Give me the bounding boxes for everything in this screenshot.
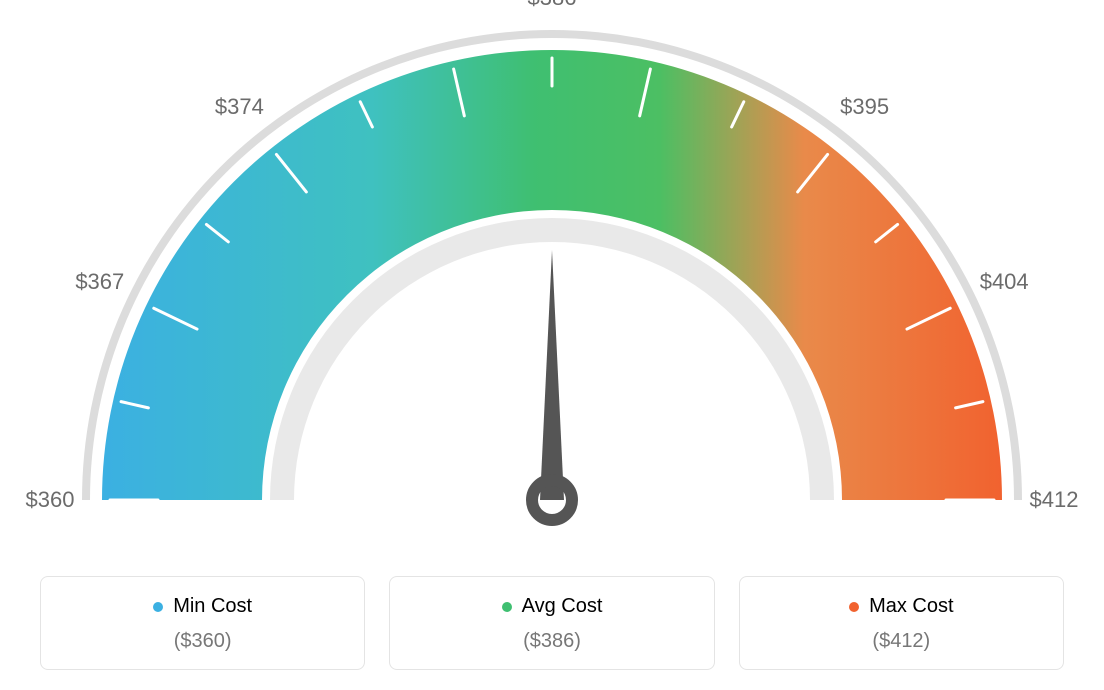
gauge-tick-label: $360 — [26, 487, 75, 513]
legend-value-avg: ($386) — [400, 630, 703, 653]
legend-title-min: Min Cost — [153, 595, 252, 618]
gauge-area: $360 $367 $374 $386 $395 $404 $412 — [0, 0, 1104, 560]
legend-value-min: ($360) — [51, 630, 354, 653]
dot-icon — [153, 602, 163, 612]
gauge-tick-label: $395 — [840, 94, 889, 120]
gauge-tick-label: $412 — [1030, 487, 1079, 513]
legend-title-text: Max Cost — [869, 595, 953, 618]
dot-icon — [502, 602, 512, 612]
legend-value-max: ($412) — [750, 630, 1053, 653]
gauge-chart-container: $360 $367 $374 $386 $395 $404 $412 Min Cost ($… — [0, 0, 1104, 690]
legend-card-min: Min Cost ($360) — [40, 576, 365, 670]
legend-title-max: Max Cost — [849, 595, 953, 618]
dot-icon — [849, 602, 859, 612]
legend-title-text: Avg Cost — [522, 595, 603, 618]
legend-card-avg: Avg Cost ($386) — [389, 576, 714, 670]
legend-row: Min Cost ($360) Avg Cost ($386) Max Cost… — [0, 576, 1104, 670]
gauge-tick-label: $374 — [215, 94, 264, 120]
gauge-tick-label: $367 — [75, 269, 124, 295]
gauge-tick-label: $404 — [980, 269, 1029, 295]
legend-title-text: Min Cost — [173, 595, 252, 618]
gauge-svg — [0, 0, 1104, 560]
legend-title-avg: Avg Cost — [502, 595, 603, 618]
legend-card-max: Max Cost ($412) — [739, 576, 1064, 670]
gauge-tick-label: $386 — [528, 0, 577, 11]
